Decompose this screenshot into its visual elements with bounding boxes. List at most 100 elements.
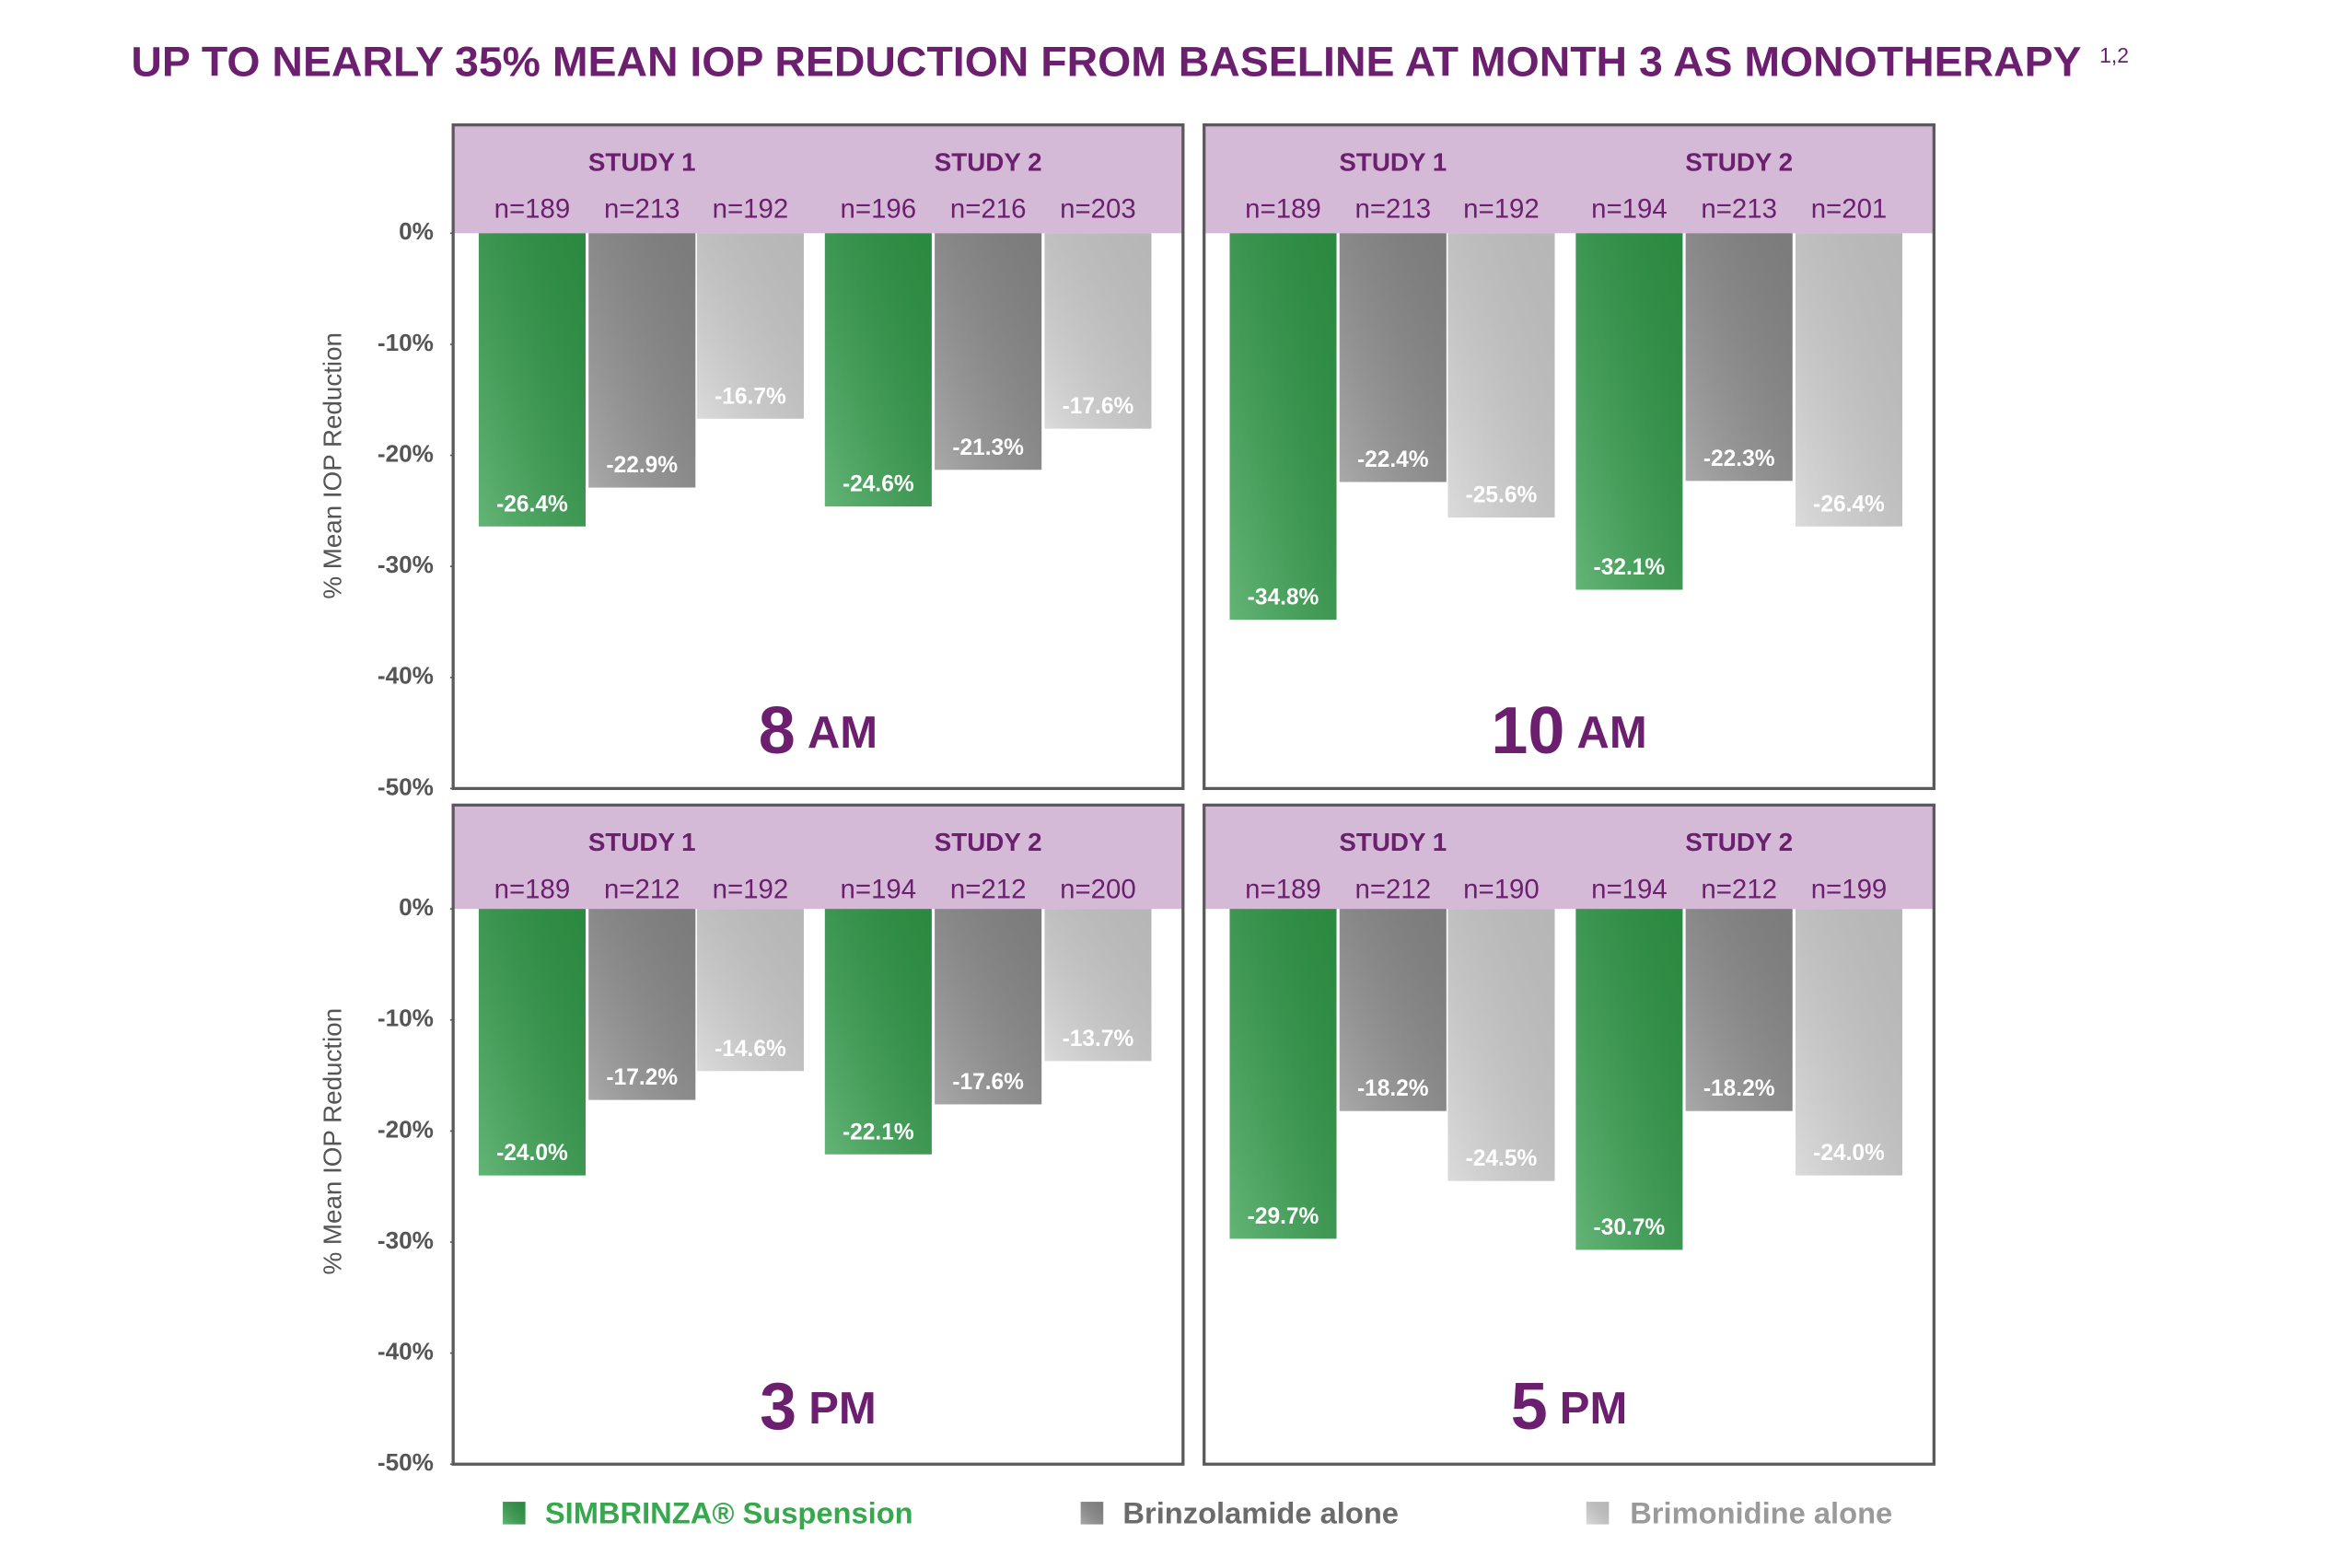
value-label: -22.9% bbox=[606, 453, 678, 478]
bar-shade bbox=[1229, 909, 1337, 1239]
panel-time-label: 5 PM bbox=[1511, 1370, 1628, 1444]
n-label: n=196 bbox=[841, 194, 917, 225]
time-number: 3 bbox=[760, 1370, 796, 1444]
time-period: AM bbox=[1576, 708, 1646, 758]
time-number: 8 bbox=[759, 694, 796, 768]
y-tick-label: 0% bbox=[399, 893, 434, 921]
value-label: -18.2% bbox=[1357, 1076, 1429, 1101]
value-label: -18.2% bbox=[1703, 1076, 1775, 1101]
bar-shade bbox=[1229, 233, 1337, 621]
value-label: -21.3% bbox=[952, 436, 1024, 460]
n-label: n=212 bbox=[604, 874, 680, 904]
legend-swatch-shade bbox=[1586, 1502, 1610, 1525]
n-label: n=194 bbox=[841, 874, 917, 904]
legend-swatch-shade bbox=[503, 1502, 526, 1525]
n-label: n=212 bbox=[950, 874, 1027, 904]
value-label: -24.0% bbox=[1813, 1141, 1885, 1166]
panel-frame bbox=[451, 123, 1185, 791]
bar-shade bbox=[1044, 909, 1152, 1062]
bar-shade bbox=[1339, 909, 1447, 1111]
bar-shade bbox=[935, 233, 1042, 470]
y-axis-label: % Mean IOP Reduction bbox=[318, 332, 346, 599]
y-axis-label: % Mean IOP Reduction bbox=[318, 1008, 346, 1275]
value-label: -22.1% bbox=[843, 1120, 914, 1144]
value-label: -25.6% bbox=[1466, 483, 1538, 508]
value-label: -26.4% bbox=[496, 492, 568, 517]
study-label: STUDY 1 bbox=[588, 147, 696, 176]
value-label: -24.5% bbox=[1466, 1146, 1538, 1171]
n-label: n=216 bbox=[950, 194, 1027, 225]
bar-shade bbox=[1575, 909, 1683, 1250]
value-label: -24.0% bbox=[496, 1141, 568, 1166]
n-label: n=189 bbox=[494, 194, 571, 225]
y-tick-label: -20% bbox=[378, 1115, 434, 1143]
n-label: n=212 bbox=[1701, 874, 1777, 904]
n-label: n=194 bbox=[1591, 874, 1668, 904]
value-label: -14.6% bbox=[715, 1037, 786, 1062]
n-label: n=192 bbox=[713, 194, 789, 225]
bar-shade bbox=[1575, 233, 1683, 590]
n-label: n=203 bbox=[1060, 194, 1136, 225]
panel-time-label: 10 AM bbox=[1491, 694, 1646, 768]
n-label: n=189 bbox=[1245, 874, 1321, 904]
legend-label: SIMBRINZA® Suspension bbox=[545, 1495, 913, 1529]
study-label: STUDY 2 bbox=[1685, 147, 1793, 176]
header-band bbox=[1203, 805, 1935, 910]
study-label: STUDY 2 bbox=[1685, 828, 1793, 856]
value-label: -30.7% bbox=[1594, 1215, 1666, 1240]
value-label: -29.7% bbox=[1248, 1204, 1319, 1229]
value-label: -22.4% bbox=[1357, 447, 1429, 472]
study-label: STUDY 1 bbox=[1339, 147, 1447, 176]
study-label: STUDY 1 bbox=[588, 828, 696, 856]
n-label: n=213 bbox=[1355, 194, 1432, 225]
study-label: STUDY 2 bbox=[935, 828, 1042, 856]
y-tick-label: -20% bbox=[378, 439, 434, 467]
value-label: -24.6% bbox=[843, 472, 914, 497]
n-label: n=200 bbox=[1060, 874, 1136, 904]
header-band bbox=[1203, 124, 1935, 234]
n-label: n=201 bbox=[1811, 194, 1888, 225]
y-tick-label: -30% bbox=[378, 551, 434, 578]
bar-shade bbox=[478, 233, 586, 527]
bar-shade bbox=[824, 233, 932, 507]
time-number: 10 bbox=[1491, 694, 1564, 768]
n-label: n=189 bbox=[1245, 194, 1321, 225]
y-tick-label: -30% bbox=[378, 1226, 434, 1254]
bar-shade bbox=[1795, 909, 1903, 1176]
time-period: PM bbox=[1560, 1384, 1628, 1434]
time-period: PM bbox=[808, 1384, 877, 1434]
y-tick-label: -40% bbox=[378, 662, 434, 690]
n-label: n=194 bbox=[1591, 194, 1668, 225]
bar-shade bbox=[1044, 233, 1152, 429]
value-label: -26.4% bbox=[1813, 492, 1885, 517]
value-label: -17.2% bbox=[606, 1065, 678, 1090]
panel-time-label: 8 AM bbox=[759, 694, 878, 768]
time-number: 5 bbox=[1511, 1370, 1548, 1444]
n-label: n=192 bbox=[1463, 194, 1540, 225]
value-label: -34.8% bbox=[1248, 586, 1319, 610]
n-label: n=192 bbox=[713, 874, 789, 904]
value-label: -17.6% bbox=[952, 1070, 1024, 1095]
value-label: -17.6% bbox=[1063, 394, 1134, 419]
bar-shade bbox=[478, 909, 586, 1176]
value-label: -32.1% bbox=[1594, 555, 1666, 580]
n-label: n=212 bbox=[1355, 874, 1432, 904]
bar-shade bbox=[1685, 909, 1793, 1111]
y-tick-label: -10% bbox=[378, 1005, 434, 1032]
legend-label: Brinzolamide alone bbox=[1122, 1495, 1399, 1529]
header-band bbox=[453, 124, 1183, 234]
y-tick-label: -50% bbox=[378, 1448, 434, 1476]
n-label: n=213 bbox=[1701, 194, 1777, 225]
value-label: -22.3% bbox=[1703, 447, 1775, 471]
y-tick-label: 0% bbox=[399, 217, 434, 245]
panel-frame bbox=[1203, 803, 1935, 1466]
bar-shade bbox=[696, 909, 804, 1072]
bar-shade bbox=[588, 233, 696, 488]
panel-frame bbox=[1203, 123, 1935, 791]
y-tick-label: -50% bbox=[378, 772, 434, 800]
n-label: n=213 bbox=[604, 194, 680, 225]
y-tick-label: -40% bbox=[378, 1338, 434, 1365]
time-period: AM bbox=[808, 708, 878, 758]
